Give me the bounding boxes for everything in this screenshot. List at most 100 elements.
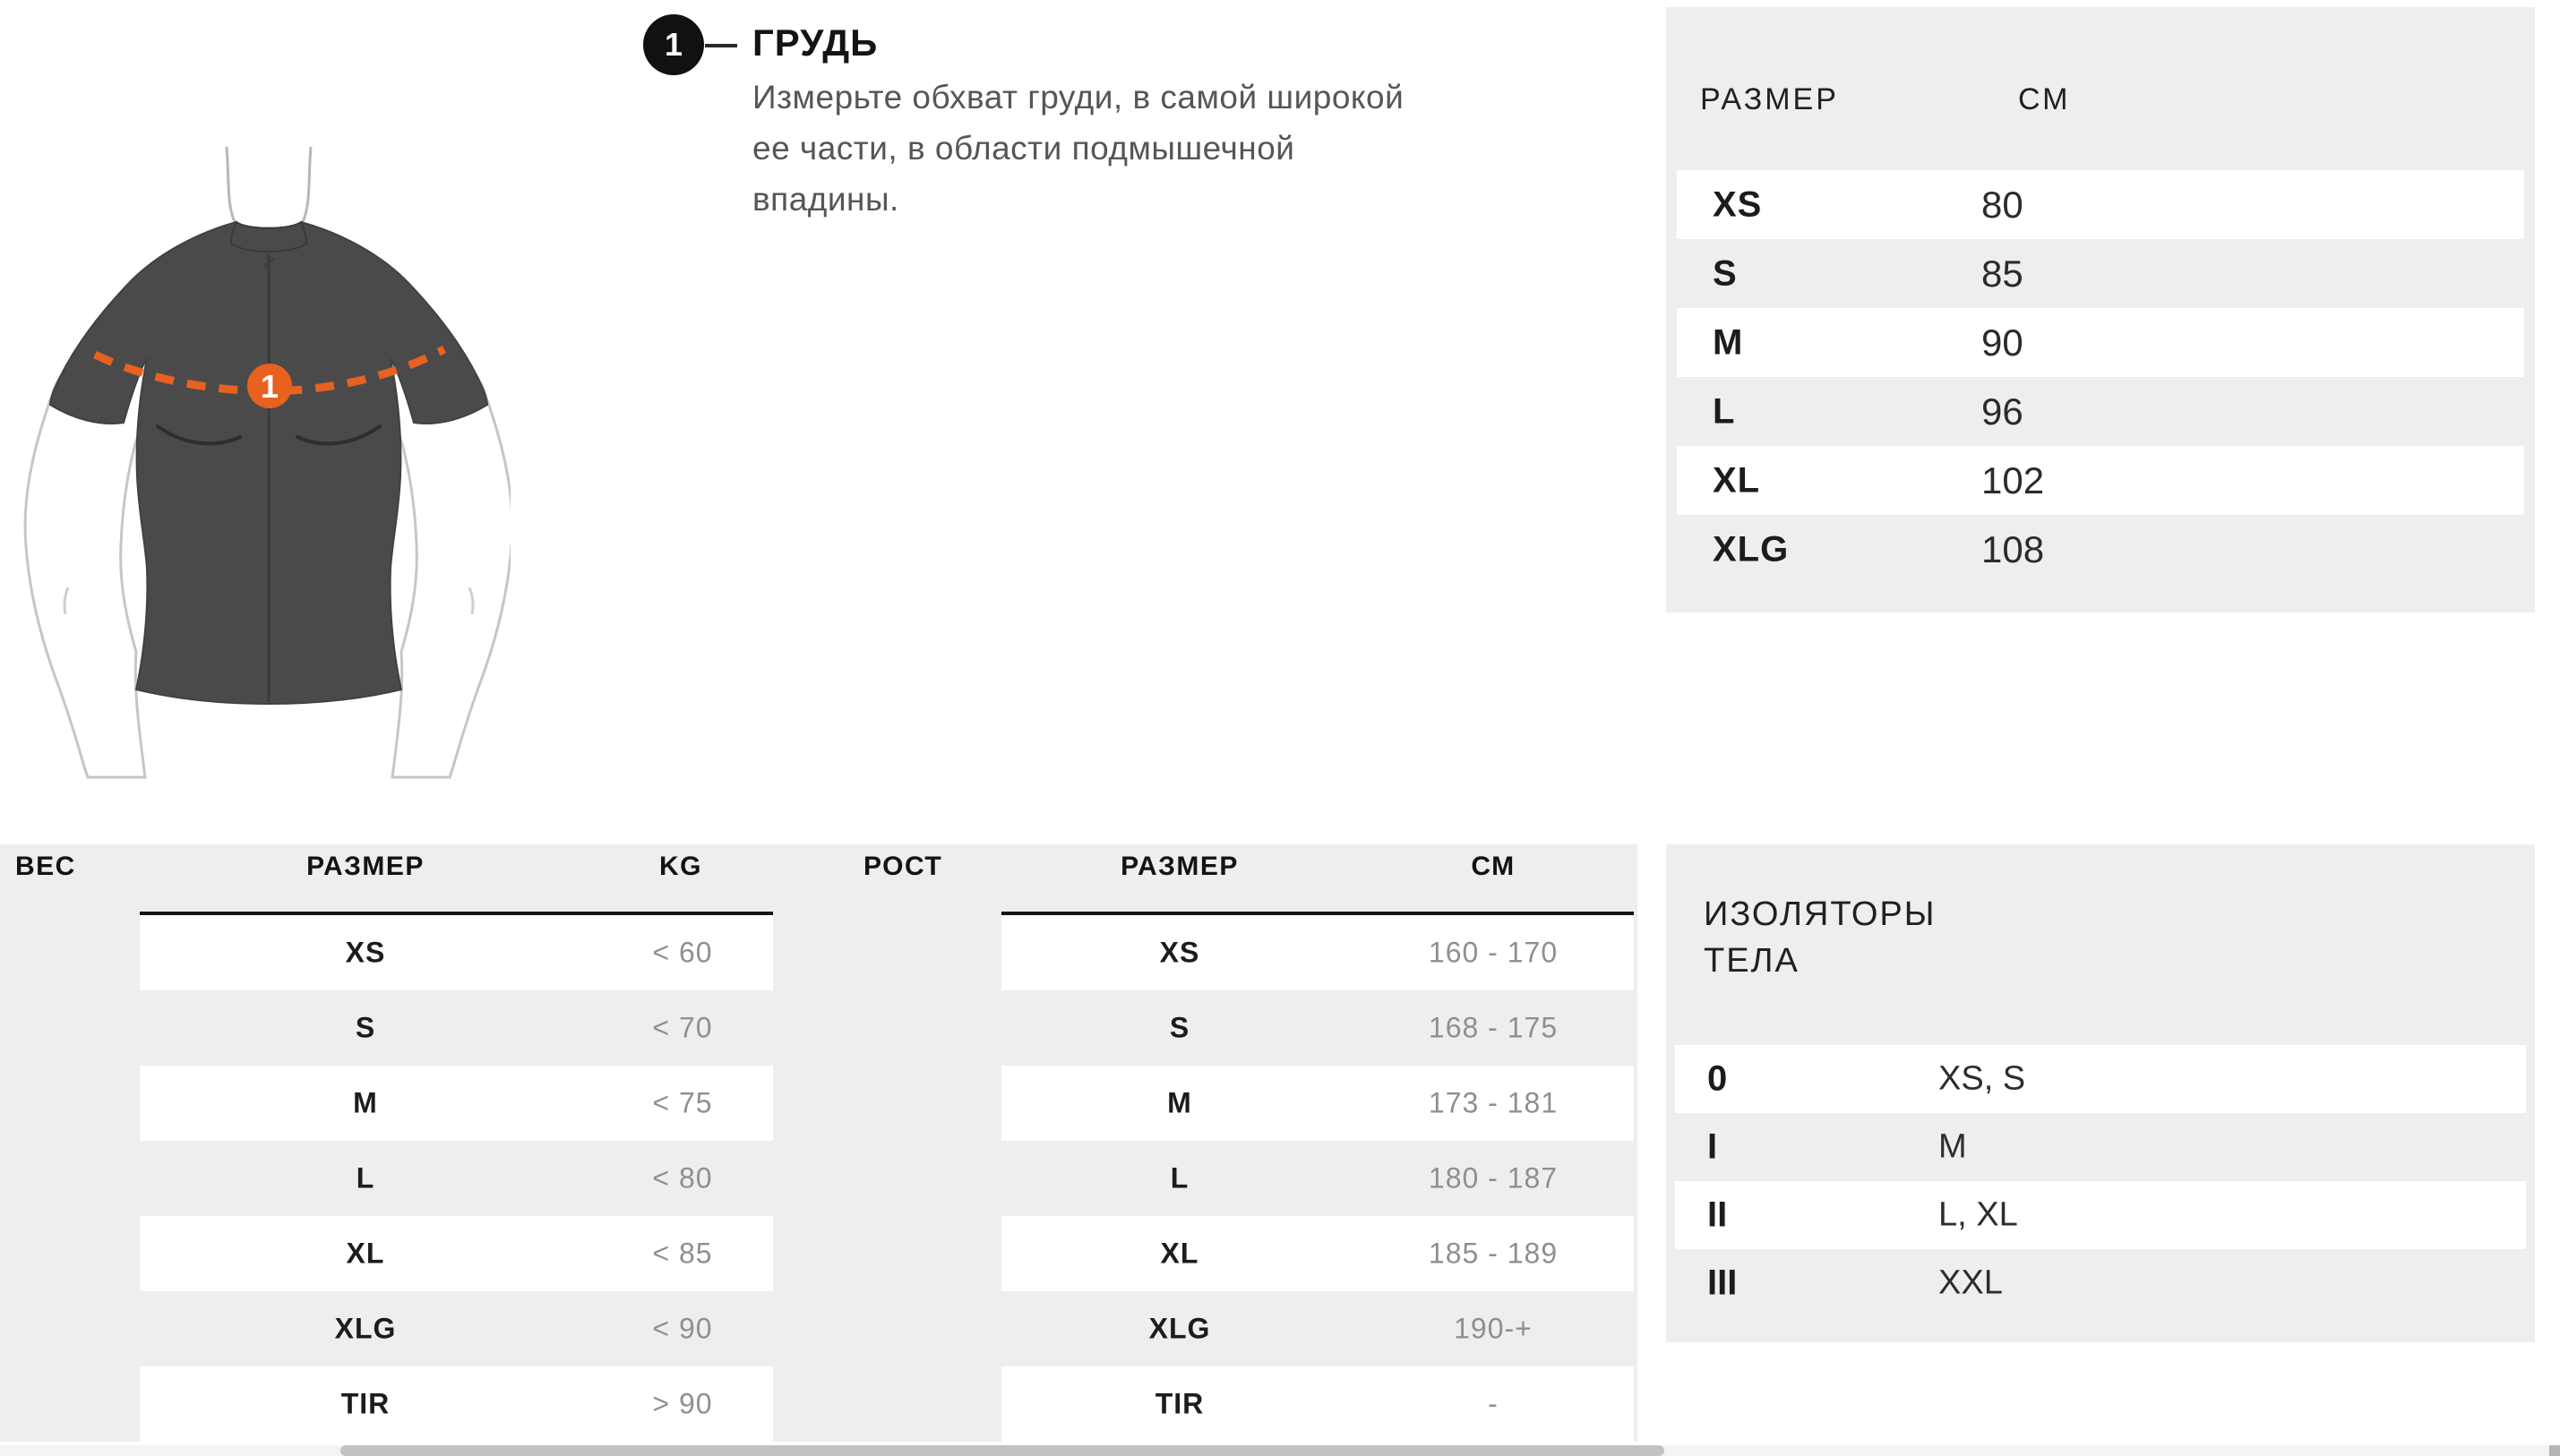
size-label: M bbox=[1167, 1086, 1192, 1119]
table-row: S 85 bbox=[1677, 239, 2524, 308]
size-label: L bbox=[1170, 1161, 1190, 1195]
table-row: I M bbox=[1675, 1113, 2526, 1181]
table-row: XL 185 - 189 bbox=[1001, 1216, 1634, 1291]
table-row: XLG < 90 bbox=[140, 1291, 773, 1366]
size-value: < 85 bbox=[652, 1237, 713, 1270]
size-value: 85 bbox=[1981, 252, 2023, 295]
size-label: TIR bbox=[340, 1387, 391, 1420]
weight-table-header-size: РАЗМЕР bbox=[306, 852, 425, 881]
table-row: XLG 108 bbox=[1677, 515, 2524, 584]
size-label: S bbox=[1169, 1011, 1190, 1044]
table-row: II L, XL bbox=[1675, 1181, 2526, 1249]
table-row: TIR - bbox=[1001, 1366, 1634, 1442]
size-value: 90 bbox=[1981, 321, 2023, 364]
jersey-shape bbox=[48, 220, 489, 706]
size-value: 80 bbox=[1981, 183, 2023, 226]
insulator-sizes: XS, S bbox=[1938, 1059, 2026, 1098]
neck-lines bbox=[225, 146, 313, 223]
size-value: 185 - 189 bbox=[1428, 1237, 1559, 1270]
insulator-sizes: XXL bbox=[1938, 1263, 2003, 1302]
size-value: < 90 bbox=[652, 1312, 713, 1345]
size-label: XS bbox=[1713, 184, 1763, 224]
insulator-level: III bbox=[1707, 1263, 1738, 1303]
table-row: M 90 bbox=[1677, 308, 2524, 377]
step-number-badge: 1 bbox=[643, 14, 704, 75]
measurement-marker-icon: 1 bbox=[247, 364, 292, 408]
size-value: - bbox=[1488, 1387, 1499, 1420]
size-value: 190-+ bbox=[1454, 1312, 1533, 1345]
height-table-label: РОСТ bbox=[863, 852, 943, 881]
weight-table: XS < 60 S < 70 M < 75 L < 80 XL < 85 XLG… bbox=[140, 912, 773, 1442]
jersey-diagram: 1 bbox=[23, 146, 511, 779]
arms-shape bbox=[23, 356, 511, 779]
table-row: S 168 - 175 bbox=[1001, 990, 1634, 1066]
size-label: L bbox=[1713, 391, 1736, 431]
table-row: XS 160 - 170 bbox=[1001, 915, 1634, 990]
table-row: XL 102 bbox=[1677, 446, 2524, 515]
size-label: S bbox=[355, 1011, 376, 1044]
size-value: 168 - 175 bbox=[1428, 1011, 1559, 1044]
size-value: 160 - 170 bbox=[1428, 936, 1559, 969]
collar-shape bbox=[229, 220, 308, 253]
table-row: L 96 bbox=[1677, 377, 2524, 446]
size-label: TIR bbox=[1155, 1387, 1205, 1420]
size-label: L bbox=[356, 1161, 375, 1195]
size-value: < 60 bbox=[652, 936, 713, 969]
table-row: XS < 60 bbox=[140, 915, 773, 990]
step-number: 1 bbox=[664, 26, 683, 63]
size-value: 173 - 181 bbox=[1428, 1086, 1559, 1119]
size-value: 180 - 187 bbox=[1428, 1161, 1559, 1195]
size-label: XLG bbox=[1713, 529, 1790, 569]
size-value: < 80 bbox=[652, 1161, 713, 1195]
table-row: XL < 85 bbox=[140, 1216, 773, 1291]
body-insulators-panel: ИЗОЛЯТОРЫ ТЕЛА 0 XS, S I M II L, XL III … bbox=[1666, 844, 2535, 1342]
section-title: ГРУДЬ bbox=[752, 21, 879, 64]
size-label: M bbox=[353, 1086, 378, 1119]
height-table-header-size: РАЗМЕР bbox=[1121, 852, 1239, 881]
table-row: S < 70 bbox=[140, 990, 773, 1066]
size-value: < 75 bbox=[652, 1086, 713, 1119]
step-connector-line bbox=[705, 44, 737, 47]
size-value: 108 bbox=[1981, 527, 2045, 570]
insulator-sizes: M bbox=[1938, 1127, 1967, 1166]
table-row: M < 75 bbox=[140, 1066, 773, 1141]
table-row: 0 XS, S bbox=[1675, 1045, 2526, 1113]
chest-table-header-size: РАЗМЕР bbox=[1700, 82, 1839, 116]
insulator-sizes: L, XL bbox=[1938, 1195, 2018, 1234]
size-value: > 90 bbox=[652, 1387, 713, 1420]
size-label: XL bbox=[1160, 1237, 1199, 1270]
insulator-level: 0 bbox=[1707, 1058, 1728, 1099]
table-row: L < 80 bbox=[140, 1141, 773, 1216]
height-table: XS 160 - 170 S 168 - 175 M 173 - 181 L 1… bbox=[1001, 912, 1634, 1442]
svg-text:1: 1 bbox=[261, 368, 279, 405]
chest-table-header-unit: СМ bbox=[2018, 82, 2071, 116]
size-label: S bbox=[1713, 253, 1738, 293]
insulators-title: ИЗОЛЯТОРЫ ТЕЛА bbox=[1704, 895, 1937, 980]
table-row: M 173 - 181 bbox=[1001, 1066, 1634, 1141]
size-label: XLG bbox=[1148, 1312, 1211, 1345]
size-label: XL bbox=[1713, 460, 1761, 500]
horizontal-scrollbar-track[interactable] bbox=[0, 1445, 2560, 1456]
chest-table: XS 80 S 85 M 90 L 96 XL 102 XLG 108 bbox=[1677, 170, 2524, 584]
height-table-header-unit: СМ bbox=[1471, 852, 1516, 881]
scrollbar-corner bbox=[2549, 1445, 2560, 1456]
table-row: III XXL bbox=[1675, 1249, 2526, 1317]
weight-height-panel: ВЕС РАЗМЕР KG РОСТ РАЗМЕР СМ XS < 60 S <… bbox=[0, 844, 1637, 1442]
size-label: XLG bbox=[334, 1312, 397, 1345]
size-label: M bbox=[1713, 322, 1744, 362]
chest-size-panel: РАЗМЕР СМ XS 80 S 85 M 90 L 96 XL 102 XL… bbox=[1666, 7, 2535, 612]
section-description: Измерьте обхват груди, в самой широкой е… bbox=[752, 79, 1405, 218]
table-row: XLG 190-+ bbox=[1001, 1291, 1634, 1366]
horizontal-scrollbar-thumb[interactable] bbox=[340, 1445, 1664, 1456]
insulator-level: II bbox=[1707, 1195, 1728, 1235]
insulators-table: 0 XS, S I M II L, XL III XXL bbox=[1675, 1045, 2526, 1317]
table-row: L 180 - 187 bbox=[1001, 1141, 1634, 1216]
size-label: XS bbox=[345, 936, 386, 969]
weight-table-header-unit: KG bbox=[659, 852, 702, 881]
size-label: XL bbox=[346, 1237, 385, 1270]
insulator-level: I bbox=[1707, 1126, 1718, 1167]
weight-table-label: ВЕС bbox=[15, 852, 76, 881]
size-value: 102 bbox=[1981, 458, 2045, 501]
table-row: TIR > 90 bbox=[140, 1366, 773, 1442]
size-label: XS bbox=[1159, 936, 1200, 969]
